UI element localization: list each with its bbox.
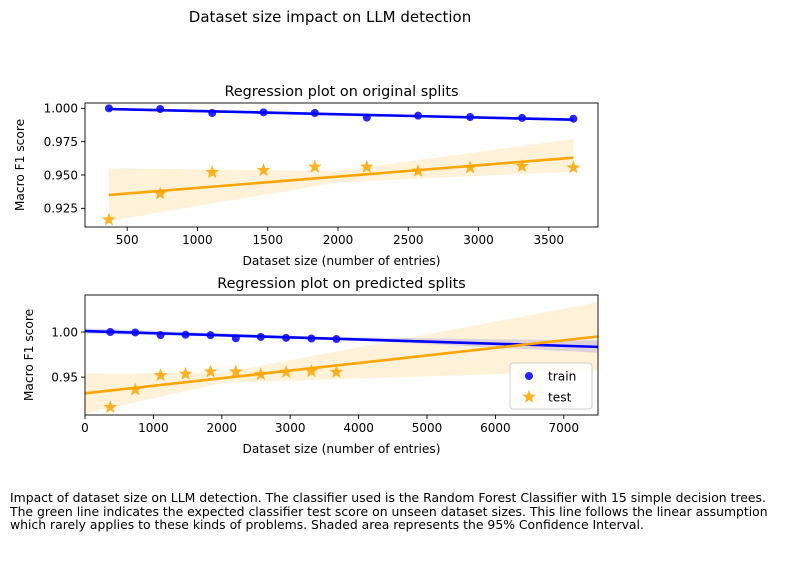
point-test xyxy=(359,159,374,173)
point-test xyxy=(515,159,529,173)
plot-area xyxy=(85,302,598,414)
x-tick-label: 500 xyxy=(116,233,139,247)
y-axis-label: Macro F1 score xyxy=(13,119,27,211)
x-tick-label: 1000 xyxy=(182,233,213,247)
plot-area xyxy=(102,104,581,226)
point-test xyxy=(153,368,168,382)
y-axis-label: Macro F1 score xyxy=(22,309,36,401)
y-tick-label: 1.000 xyxy=(44,102,78,116)
regression-line-test xyxy=(85,335,598,395)
y-tick-label: 1.00 xyxy=(51,325,78,339)
point-test xyxy=(102,212,116,226)
point-test xyxy=(256,163,271,177)
point-test xyxy=(205,165,220,179)
x-tick-label: 2000 xyxy=(323,233,354,247)
legend-label-test: test xyxy=(548,390,572,404)
regression-line-train xyxy=(85,329,598,349)
x-tick-label: 1000 xyxy=(138,421,169,435)
y-tick-label: 0.925 xyxy=(44,202,78,216)
x-tick-label: 3000 xyxy=(275,421,306,435)
point-test xyxy=(178,366,193,380)
point-test xyxy=(203,364,218,378)
figure-title: Dataset size impact on LLM detection xyxy=(189,8,471,26)
chart-title: Regression plot on original splits xyxy=(224,84,458,100)
x-tick-label: 1500 xyxy=(252,233,283,247)
x-tick-label: 6000 xyxy=(480,421,511,435)
y-tick-label: 0.95 xyxy=(51,370,78,384)
x-tick-label: 0 xyxy=(81,421,89,435)
legend-marker-test xyxy=(522,389,536,403)
axes-frame xyxy=(84,102,599,228)
point-test xyxy=(103,400,118,414)
x-tick-label: 3500 xyxy=(534,233,565,247)
point-test xyxy=(228,364,243,378)
point-test xyxy=(307,159,322,173)
x-axis-label: Dataset size (number of entries) xyxy=(243,442,441,456)
point-test xyxy=(304,364,319,378)
x-tick-label: 4000 xyxy=(343,421,374,435)
x-tick-label: 5000 xyxy=(412,421,443,435)
legend-marker-train xyxy=(525,372,533,380)
point-test xyxy=(329,364,344,378)
confidence-band-test xyxy=(108,139,574,221)
legend: train test xyxy=(509,362,593,410)
x-tick-label: 2500 xyxy=(393,233,424,247)
y-tick-label: 0.950 xyxy=(44,168,78,182)
chart-1: 500 1000 1500 2000 2500 3000 3500 0.925 0.950 0.9… xyxy=(13,84,599,268)
x-tick-label: 7000 xyxy=(549,421,580,435)
regression-line-train xyxy=(108,107,574,121)
x-axis-label: Dataset size (number of entries) xyxy=(243,254,441,268)
regression-line-test xyxy=(108,156,574,197)
point-test xyxy=(153,186,168,200)
chart-title: Regression plot on predicted splits xyxy=(217,276,466,292)
point-test xyxy=(566,160,581,174)
confidence-band-test xyxy=(85,302,598,414)
figure-caption: Impact of dataset size on LLM detection.… xyxy=(10,490,768,533)
y-tick-label: 0.975 xyxy=(44,135,78,149)
x-tick-label: 2000 xyxy=(207,421,238,435)
axes-frame xyxy=(84,294,599,416)
legend-label-train: train xyxy=(548,369,576,383)
chart-2: 0 1000 2000 3000 4000 5000 6000 7000 0.95 1.00 Reg… xyxy=(22,276,599,456)
x-tick-label: 3000 xyxy=(463,233,494,247)
